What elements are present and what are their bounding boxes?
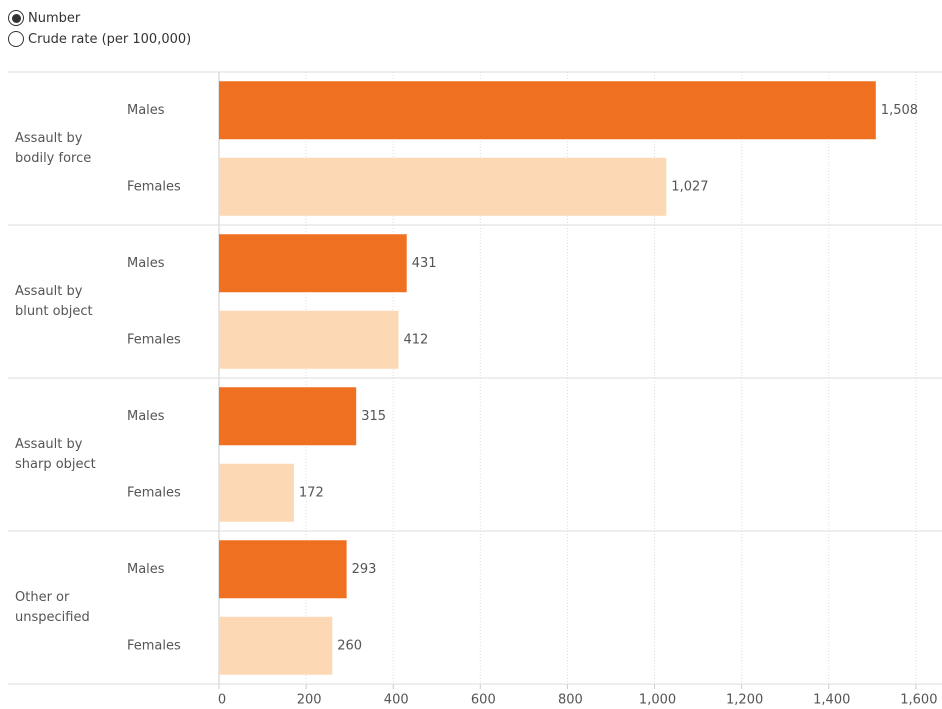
value-label: 1,027 <box>671 179 708 194</box>
bar <box>219 387 357 446</box>
x-tick-label: 200 <box>297 693 322 708</box>
bar <box>219 81 876 140</box>
x-tick-label: 1,000 <box>639 693 676 708</box>
radio-option[interactable]: Number <box>8 10 80 26</box>
radio-button[interactable] <box>8 31 24 47</box>
series-label: Males <box>127 562 165 577</box>
value-label: 172 <box>299 485 324 500</box>
radio-button[interactable] <box>8 10 24 26</box>
value-label: 260 <box>337 638 362 653</box>
x-tick-label: 600 <box>471 693 496 708</box>
value-label: 293 <box>352 562 377 577</box>
radio-dot <box>11 13 21 23</box>
radio-label: Crude rate (per 100,000) <box>28 31 192 47</box>
bar <box>219 234 407 293</box>
x-tick-label: 1,400 <box>813 693 850 708</box>
series-label: Females <box>127 638 181 653</box>
x-tick-label: 800 <box>558 693 583 708</box>
x-tick-label: 0 <box>218 693 226 708</box>
group-label: Assault by bodily force <box>15 130 92 166</box>
series-label: Females <box>127 485 181 500</box>
group-label: Assault by sharp object <box>15 436 96 472</box>
bar <box>219 540 347 599</box>
bar <box>219 463 294 522</box>
x-tick-label: 1,200 <box>726 693 763 708</box>
series-label: Females <box>127 179 181 194</box>
series-label: Males <box>127 409 165 424</box>
series-label: Males <box>127 103 165 118</box>
series-label: Males <box>127 256 165 271</box>
bar <box>219 310 399 369</box>
series-label: Females <box>127 332 181 347</box>
radio-label: Number <box>28 10 81 26</box>
x-tick-label: 1,600 <box>900 693 937 708</box>
bar <box>219 616 333 675</box>
group-label: Assault by blunt object <box>15 283 93 319</box>
value-label: 1,508 <box>881 103 918 118</box>
value-label: 315 <box>361 409 386 424</box>
value-label: 431 <box>412 256 437 271</box>
group-label: Other or unspecified <box>15 589 90 625</box>
x-tick-label: 400 <box>384 693 409 708</box>
radio-option[interactable]: Crude rate (per 100,000) <box>8 31 191 47</box>
value-label: 412 <box>403 332 428 347</box>
bar <box>219 157 667 216</box>
